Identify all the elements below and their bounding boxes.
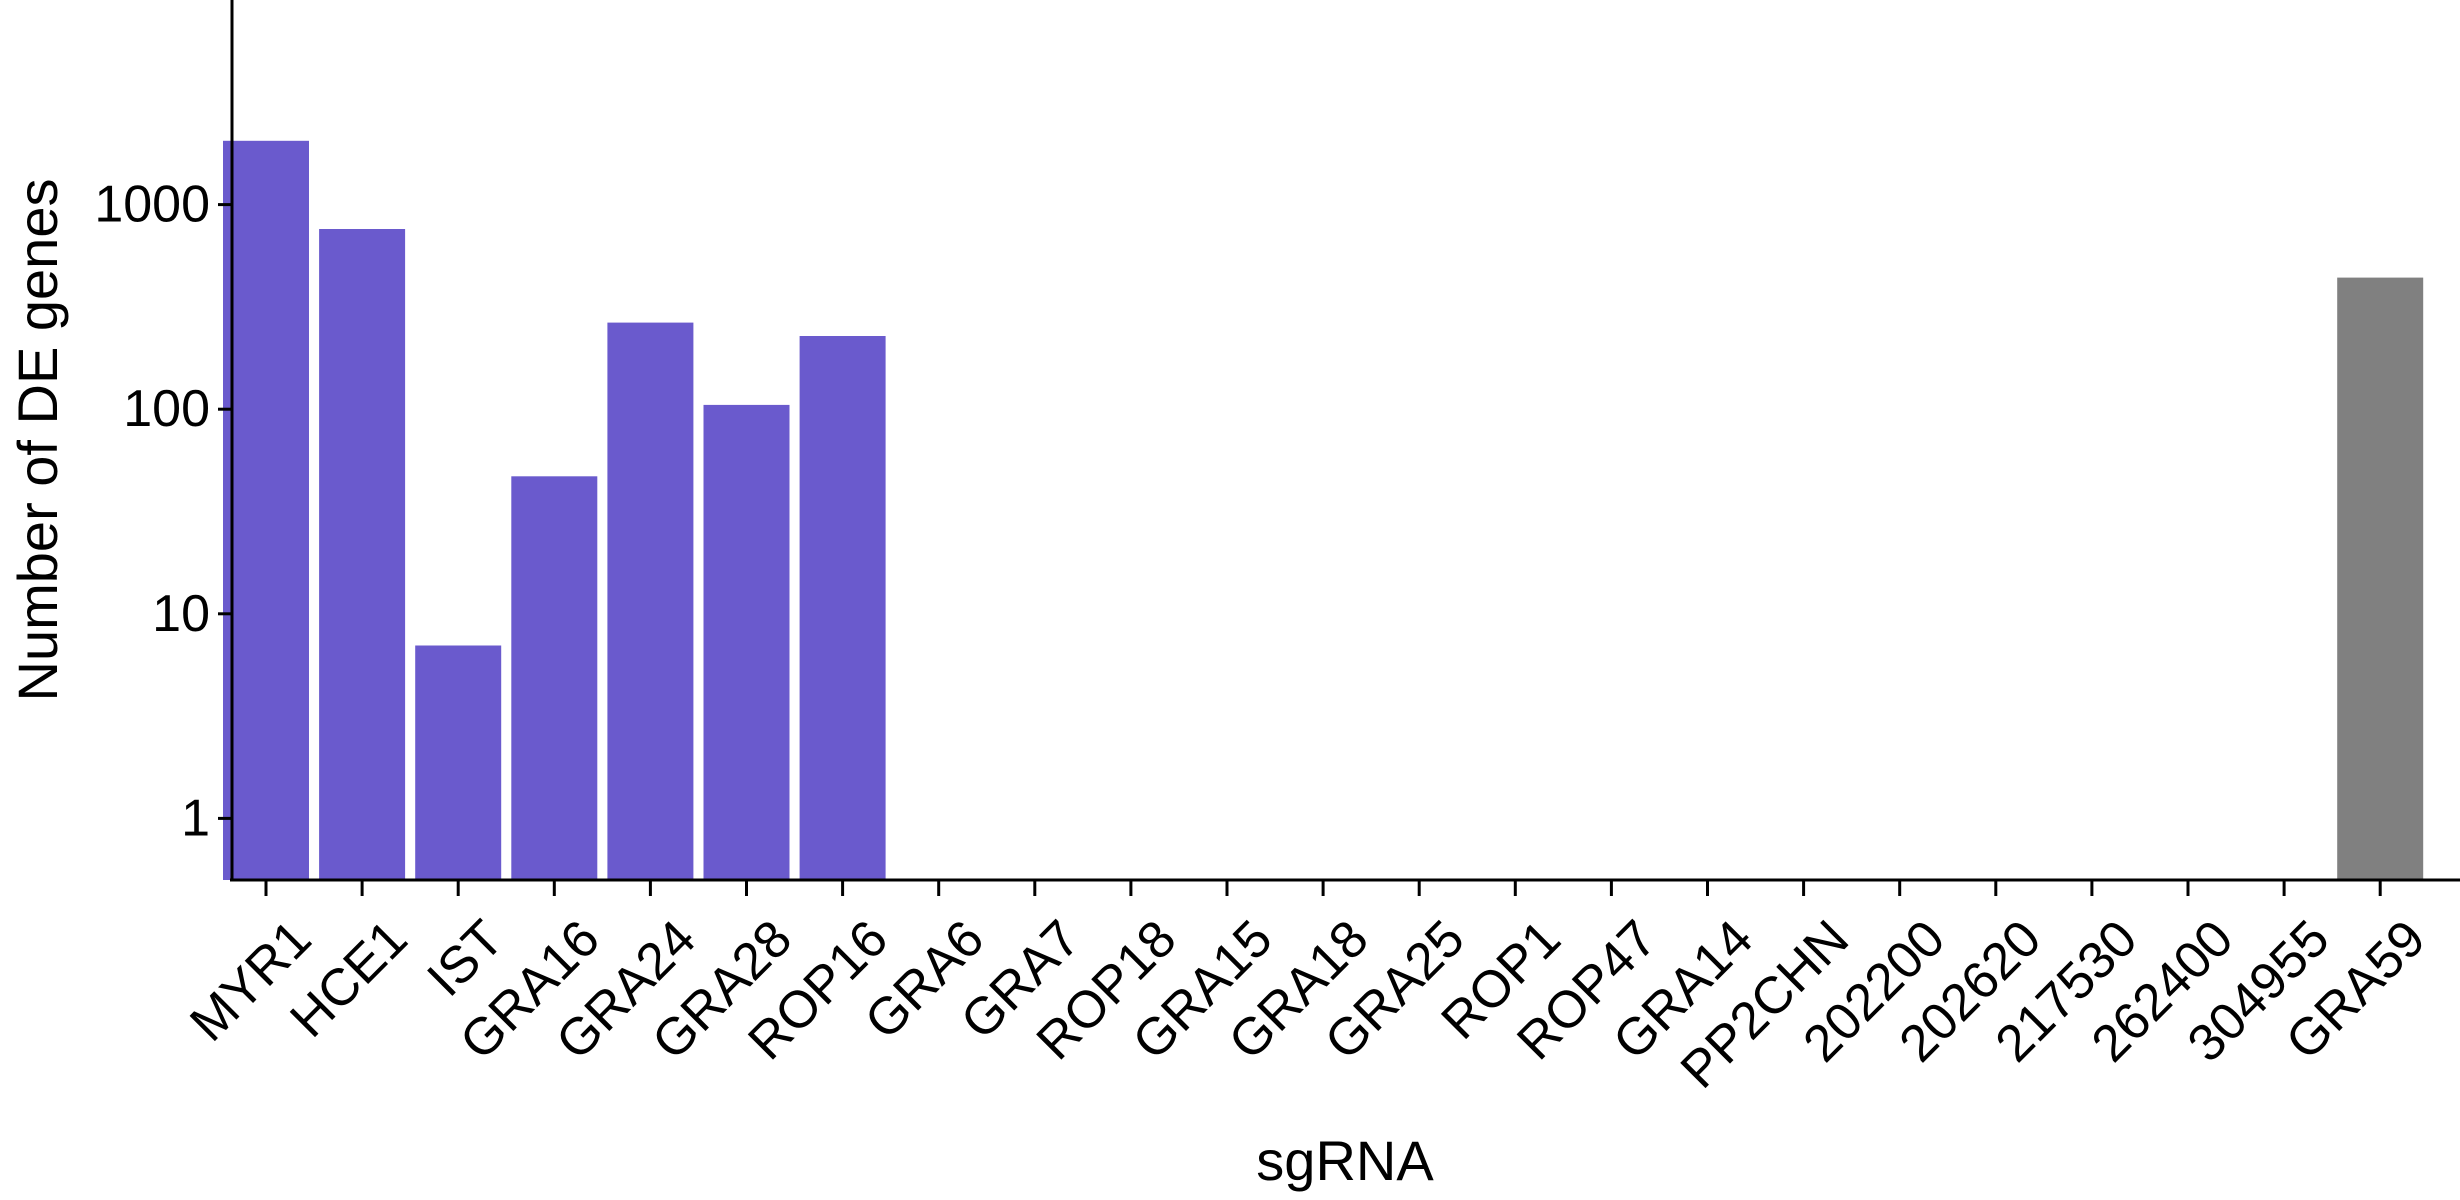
x-axis-title: sgRNA — [1256, 1129, 1434, 1192]
y-tick-label: 100 — [123, 380, 210, 438]
bar-hce1 — [319, 229, 406, 880]
x-tick-label: MYR1 — [179, 909, 322, 1052]
y-tick-label: 1000 — [94, 176, 210, 234]
bars-group — [223, 140, 2424, 881]
y-tick-label: 10 — [152, 585, 210, 643]
bar-myr1 — [223, 140, 309, 881]
bar-rop16 — [799, 336, 886, 880]
bar-gra59 — [2337, 277, 2424, 881]
bar-gra16 — [511, 476, 598, 880]
y-axis-title: Number of DE genes — [6, 179, 69, 702]
y-ticks-group: 1 10 100 1000 — [94, 176, 232, 847]
x-ticks-group: MYR1HCE1ISTGRA16GRA24GRA28ROP16GRA6GRA7R… — [179, 880, 2437, 1100]
bar-gra28 — [703, 404, 790, 880]
bar-gra24 — [607, 322, 694, 881]
bar-ist — [415, 645, 502, 880]
y-tick-label: 1 — [181, 789, 210, 847]
